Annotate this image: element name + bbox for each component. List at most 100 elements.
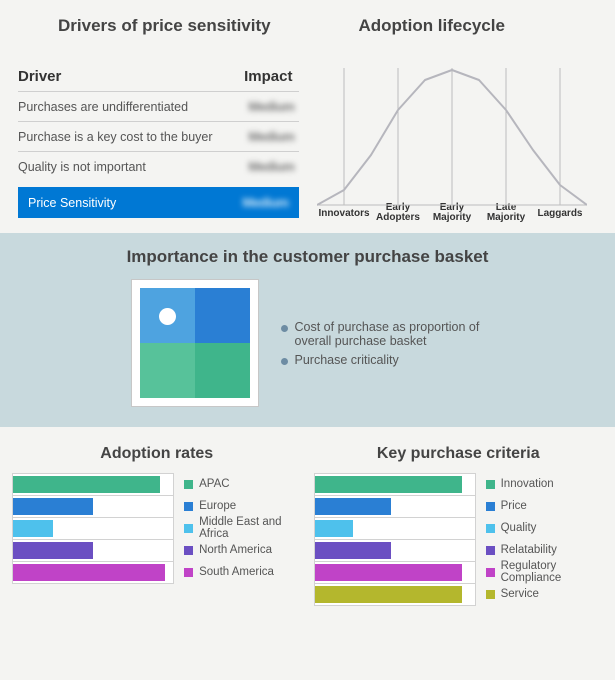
bar-row	[315, 584, 475, 606]
bar-legend-item: Relatability	[486, 539, 603, 561]
bar-fill	[315, 564, 462, 581]
basket-legend-label: Purchase criticality	[295, 353, 399, 367]
adoption-rates-legend: APAC Europe Middle East and Africa North…	[184, 473, 301, 584]
bar-legend-item: North America	[184, 539, 301, 561]
bar-legend-item: Middle East and Africa	[184, 517, 301, 539]
bar-fill	[13, 476, 160, 493]
bullet-icon	[281, 358, 288, 365]
bar-legend-label: APAC	[199, 478, 229, 490]
purchase-criteria-legend: Innovation Price Quality Relatability Re…	[486, 473, 603, 606]
bar-legend-label: Europe	[199, 500, 236, 512]
svg-text:Innovators: Innovators	[318, 208, 370, 219]
drivers-title: Drivers of price sensitivity	[58, 16, 299, 36]
bar-legend-item: Quality	[486, 517, 603, 539]
legend-swatch	[486, 480, 495, 489]
bar-legend-label: Innovation	[501, 478, 554, 490]
purchase-criteria-bars	[314, 473, 476, 606]
legend-swatch	[184, 524, 193, 533]
bar-row	[315, 496, 475, 518]
svg-text:Laggards: Laggards	[537, 208, 582, 219]
bar-row	[13, 474, 173, 496]
legend-swatch	[184, 546, 193, 555]
basket-quad-cell	[195, 343, 250, 398]
drivers-row-impact: Medium	[248, 99, 294, 114]
purchase-criteria-title: Key purchase criteria	[314, 445, 604, 463]
legend-swatch	[486, 568, 495, 577]
legend-swatch	[184, 502, 193, 511]
legend-swatch	[486, 590, 495, 599]
basket-quad-frame	[131, 279, 259, 407]
adoption-rates-bars	[12, 473, 174, 584]
legend-swatch	[486, 546, 495, 555]
bar-fill	[13, 498, 93, 515]
bar-fill	[13, 542, 93, 559]
bar-legend-item: Innovation	[486, 473, 603, 495]
bar-legend-item: Service	[486, 583, 603, 605]
lifecycle-panel: Adoption lifecycle InnovatorsEarlyAdopte…	[317, 16, 598, 225]
bar-fill	[13, 564, 165, 581]
basket-legend-item: Purchase criticality	[281, 353, 485, 367]
drivers-col-driver: Driver	[18, 68, 61, 85]
bar-row	[315, 562, 475, 584]
basket-legend: Cost of purchase as proportion of overal…	[281, 315, 485, 372]
drivers-row-label: Purchase is a key cost to the buyer	[18, 130, 213, 144]
basket-quad	[140, 288, 250, 398]
bar-row	[13, 496, 173, 518]
bar-legend-label: Quality	[501, 522, 537, 534]
drivers-table-header: Driver Impact	[18, 64, 299, 91]
bar-fill	[315, 498, 392, 515]
legend-swatch	[486, 524, 495, 533]
bar-legend-label: South America	[199, 566, 274, 578]
drivers-row: Quality is not important Medium	[18, 151, 299, 181]
drivers-row: Purchases are undifferentiated Medium	[18, 91, 299, 121]
lifecycle-chart: InnovatorsEarlyAdoptersEarlyMajorityLate…	[317, 50, 587, 225]
bar-legend-item: Regulatory Compliance	[486, 561, 603, 583]
legend-swatch	[184, 480, 193, 489]
basket-dot	[159, 308, 176, 325]
drivers-row-impact: Medium	[248, 159, 294, 174]
bar-row	[13, 540, 173, 562]
bar-row	[315, 540, 475, 562]
drivers-row-impact: Medium	[248, 129, 294, 144]
bar-legend-label: Price	[501, 500, 527, 512]
bar-legend-item: Europe	[184, 495, 301, 517]
adoption-rates-title: Adoption rates	[12, 445, 302, 463]
bar-row	[13, 562, 173, 584]
bar-fill	[315, 520, 353, 537]
bar-legend-item: Price	[486, 495, 603, 517]
bar-legend-label: Middle East and Africa	[199, 516, 301, 540]
basket-quad-cell	[140, 343, 195, 398]
basket-legend-item: Cost of purchase as proportion of overal…	[281, 320, 485, 348]
basket-legend-label: Cost of purchase as proportion of overal…	[295, 320, 485, 348]
adoption-rates-panel: Adoption rates APAC Europe Middle East a…	[12, 445, 302, 606]
drivers-row-label: Quality is not important	[18, 160, 146, 174]
basket-quad-cell	[195, 288, 250, 343]
bullet-icon	[281, 325, 288, 332]
bar-row	[315, 518, 475, 540]
basket-title: Importance in the customer purchase bask…	[20, 247, 595, 267]
bar-row	[13, 518, 173, 540]
drivers-row-label: Purchases are undifferentiated	[18, 100, 188, 114]
bar-fill	[13, 520, 53, 537]
bar-legend-item: APAC	[184, 473, 301, 495]
legend-swatch	[486, 502, 495, 511]
drivers-col-impact: Impact	[244, 68, 292, 85]
bar-legend-item: South America	[184, 561, 301, 583]
basket-panel: Importance in the customer purchase bask…	[0, 233, 615, 427]
bar-fill	[315, 586, 462, 603]
bar-row	[315, 474, 475, 496]
bar-fill	[315, 476, 462, 493]
drivers-row: Purchase is a key cost to the buyer Medi…	[18, 121, 299, 151]
legend-swatch	[184, 568, 193, 577]
drivers-summary-label: Price Sensitivity	[28, 196, 116, 210]
bar-legend-label: Regulatory Compliance	[501, 560, 603, 584]
bar-legend-label: North America	[199, 544, 272, 556]
purchase-criteria-panel: Key purchase criteria Innovation Price Q…	[314, 445, 604, 606]
drivers-summary-impact: Medium	[242, 195, 288, 210]
lifecycle-title: Adoption lifecycle	[359, 16, 598, 36]
bar-legend-label: Relatability	[501, 544, 557, 556]
drivers-summary-row: Price Sensitivity Medium	[18, 187, 299, 218]
bar-legend-label: Service	[501, 588, 539, 600]
bar-fill	[315, 542, 392, 559]
drivers-panel: Drivers of price sensitivity Driver Impa…	[18, 16, 299, 225]
